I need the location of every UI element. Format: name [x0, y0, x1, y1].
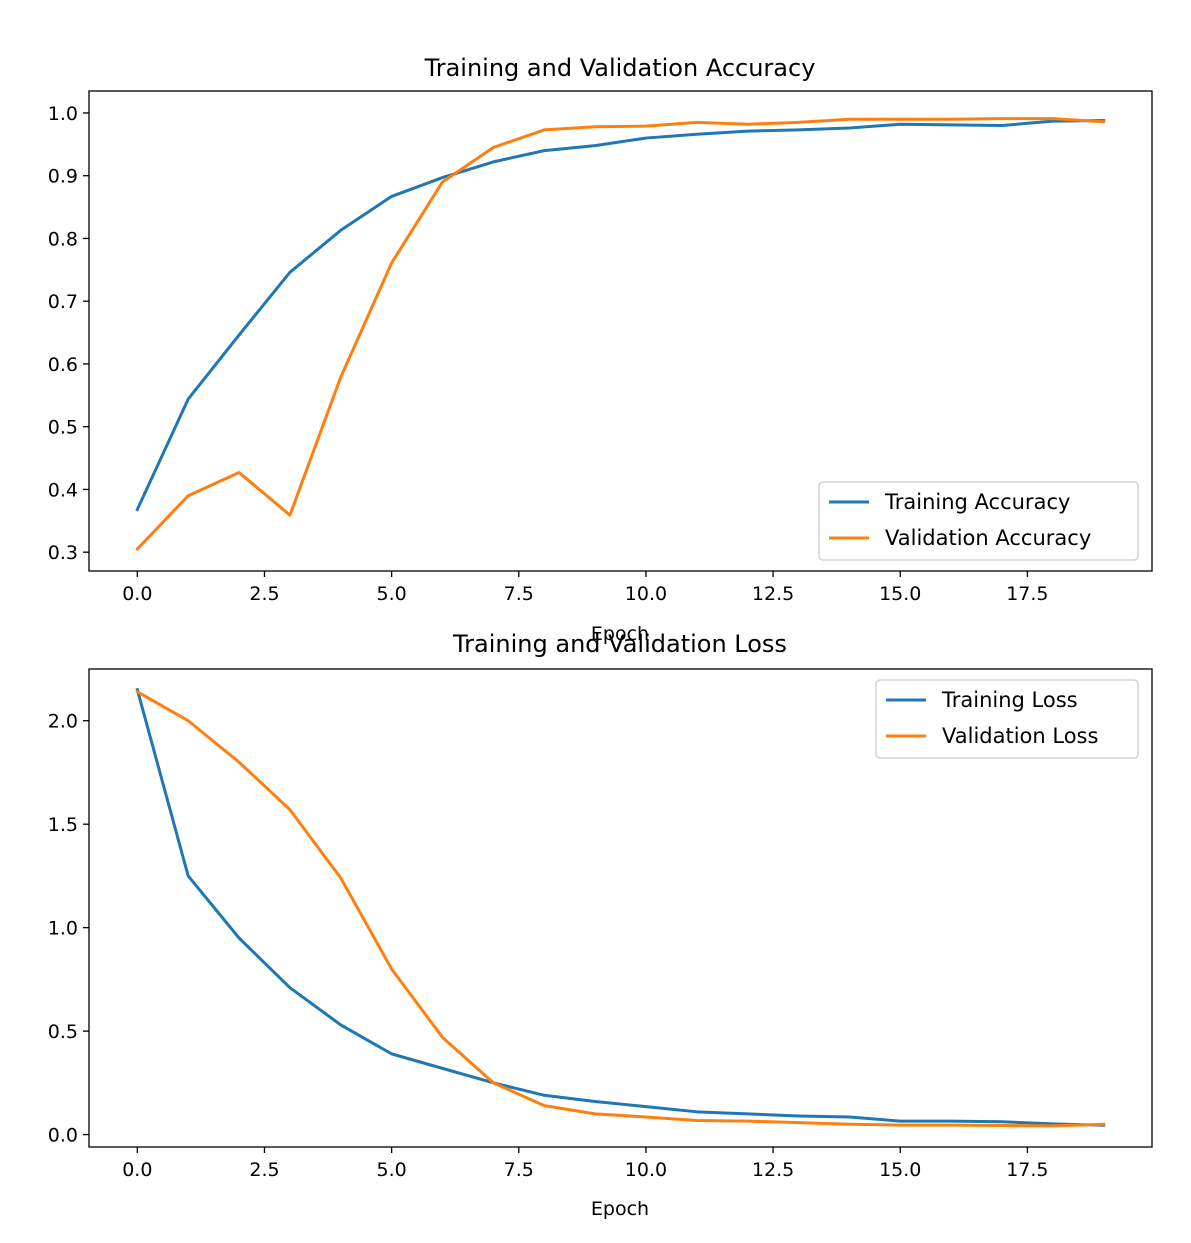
- loss-axes-frame: [88, 668, 1153, 1148]
- loss-legend: Training Loss Validation Loss: [875, 679, 1139, 759]
- loss-series-line-training: [135, 687, 1106, 1127]
- loss-x-tick-label: 7.5: [504, 1159, 534, 1181]
- accuracy-axes-frame: [88, 90, 1153, 572]
- accuracy-y-tick-label: 0.3: [48, 542, 78, 564]
- accuracy-x-tick-label: 12.5: [752, 583, 794, 605]
- accuracy-x-tick-label: 2.5: [249, 583, 279, 605]
- accuracy-y-tick-label: 0.8: [48, 228, 78, 250]
- loss-x-axis-label: Epoch: [591, 1198, 649, 1220]
- accuracy-series-line-training: [135, 118, 1106, 512]
- accuracy-y-tick-label: 0.4: [48, 479, 78, 501]
- loss-x-tick-label: 5.0: [377, 1159, 407, 1181]
- accuracy-legend: Training Accuracy Validation Accuracy: [818, 481, 1139, 561]
- accuracy-chart: Training and Validation Accuracy 0.0 2.5 5…: [48, 54, 1153, 645]
- loss-y-tick-label: 2.0: [48, 711, 78, 733]
- accuracy-x-tick-label: 17.5: [1006, 583, 1048, 605]
- accuracy-legend-label-training: Training Accuracy: [884, 490, 1070, 514]
- loss-x-tick-label: 12.5: [752, 1159, 794, 1181]
- loss-y-tick-label: 1.5: [48, 814, 78, 836]
- loss-x-tick-label: 0.0: [122, 1159, 152, 1181]
- accuracy-legend-box: [818, 481, 1139, 561]
- accuracy-x-axis-label: Epoch: [591, 623, 649, 645]
- loss-legend-label-validation: Validation Loss: [942, 724, 1098, 748]
- accuracy-chart-title: Training and Validation Accuracy: [424, 54, 816, 82]
- accuracy-y-tick-label: 0.7: [48, 291, 78, 313]
- loss-y-tick-label: 1.0: [48, 918, 78, 940]
- loss-series-line-validation: [135, 689, 1106, 1128]
- loss-x-tick-label: 2.5: [249, 1159, 279, 1181]
- accuracy-y-tick-label: 1.0: [48, 103, 78, 125]
- accuracy-y-tick-label: 0.6: [48, 354, 78, 376]
- loss-chart: Training and Validation Loss 0.0 2.5 5.0 7.…: [48, 630, 1153, 1220]
- accuracy-x-tick-label: 0.0: [122, 583, 152, 605]
- accuracy-plot-area: 0.0 2.5 5.0 7.5 10.0 12.5 15.0 17.5 0.3 0.4 0.5 0.6…: [48, 90, 1153, 605]
- loss-plot-area: 0.0 2.5 5.0 7.5 10.0 12.5 15.0 17.5 0.0 0.5 1.0 1.5…: [48, 668, 1153, 1181]
- accuracy-x-tick-label: 15.0: [879, 583, 921, 605]
- accuracy-y-tick-label: 0.9: [48, 166, 78, 188]
- loss-chart-title: Training and Validation Loss: [452, 630, 787, 658]
- loss-x-tick-label: 17.5: [1006, 1159, 1048, 1181]
- loss-x-tick-label: 15.0: [879, 1159, 921, 1181]
- accuracy-x-tick-label: 10.0: [625, 583, 667, 605]
- accuracy-x-tick-label: 7.5: [504, 583, 534, 605]
- accuracy-y-tick-label: 0.5: [48, 417, 78, 439]
- loss-y-tick-label: 0.0: [48, 1125, 78, 1147]
- loss-legend-box: [875, 679, 1139, 759]
- accuracy-x-tick-label: 5.0: [377, 583, 407, 605]
- loss-legend-label-training: Training Loss: [941, 688, 1078, 712]
- loss-y-tick-label: 0.5: [48, 1021, 78, 1043]
- accuracy-legend-label-validation: Validation Accuracy: [885, 526, 1091, 550]
- loss-x-tick-label: 10.0: [625, 1159, 667, 1181]
- accuracy-series-line-validation: [135, 117, 1106, 552]
